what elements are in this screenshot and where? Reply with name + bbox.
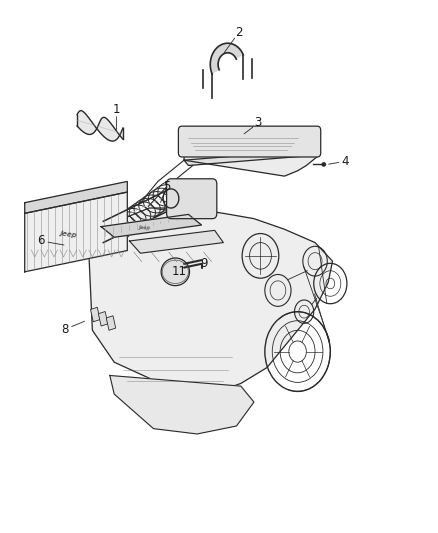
Text: 11: 11 [171, 265, 186, 278]
Ellipse shape [161, 258, 190, 286]
Polygon shape [210, 43, 243, 74]
Text: Jeep: Jeep [139, 225, 151, 230]
Bar [91, 307, 100, 322]
Text: 4: 4 [342, 155, 350, 168]
Text: Jeep: Jeep [60, 230, 77, 239]
FancyBboxPatch shape [166, 179, 217, 219]
Polygon shape [101, 214, 201, 237]
Bar [99, 311, 108, 326]
Polygon shape [77, 111, 123, 141]
Text: 9: 9 [200, 257, 208, 270]
Text: 8: 8 [62, 322, 69, 336]
Text: 1: 1 [113, 103, 120, 116]
Ellipse shape [322, 163, 325, 166]
Text: 2: 2 [235, 26, 242, 39]
Polygon shape [25, 181, 127, 213]
Polygon shape [110, 375, 254, 434]
Bar [106, 316, 116, 330]
Polygon shape [88, 208, 332, 394]
Text: 6: 6 [38, 235, 45, 247]
Polygon shape [25, 192, 127, 272]
Polygon shape [184, 150, 319, 165]
Text: 5: 5 [163, 180, 170, 193]
FancyBboxPatch shape [178, 126, 321, 157]
Text: 3: 3 [254, 117, 262, 130]
Polygon shape [184, 150, 319, 176]
Polygon shape [130, 230, 223, 253]
